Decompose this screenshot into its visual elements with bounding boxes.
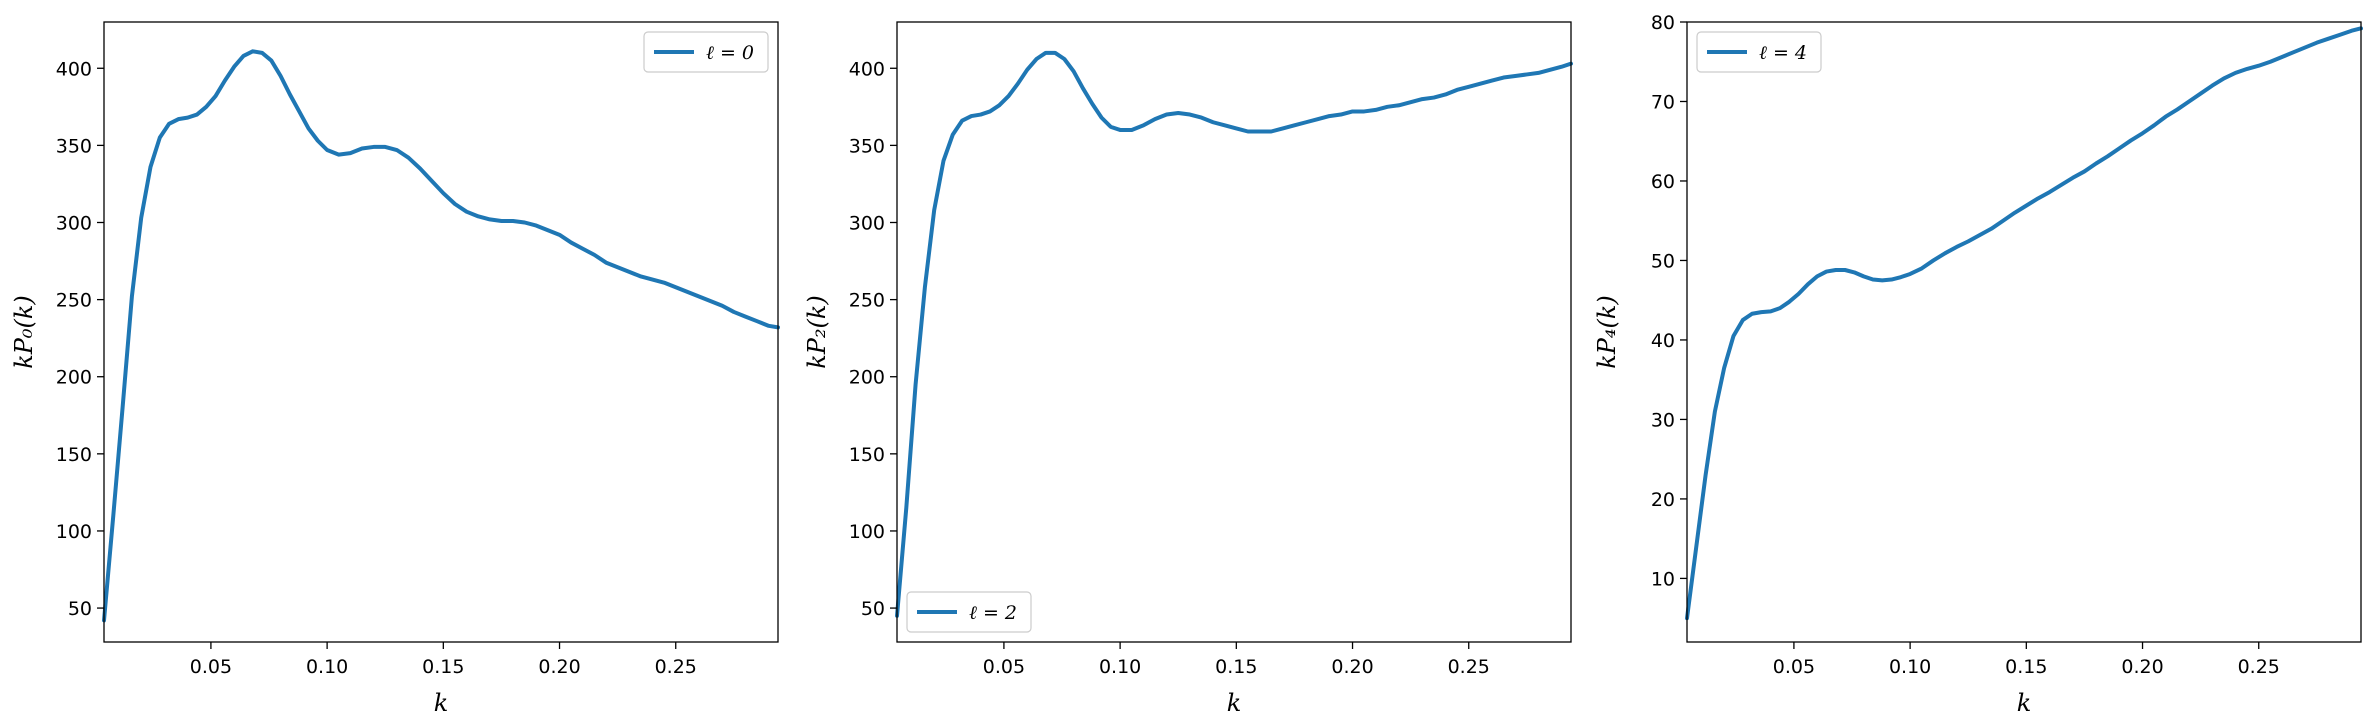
x-tick-label: 0.15 xyxy=(2005,656,2047,678)
y-axis-label: kP₄(k) xyxy=(1593,295,1621,369)
legend-box xyxy=(1696,31,1822,73)
y-tick-label: 400 xyxy=(56,58,92,80)
y-tick-label: 70 xyxy=(1651,91,1675,113)
chart-panel-1: 0.05 0.10 0.15 0.20 0.25 50 100 150 200 250 300 350… xyxy=(803,21,1573,717)
series-line-1-0 xyxy=(895,50,1573,618)
plot-frame xyxy=(103,21,779,643)
plot-frame xyxy=(1686,21,2362,643)
legend-entry: ℓ = 0 xyxy=(706,42,754,64)
x-tick-label: 0.25 xyxy=(1448,656,1490,678)
x-tick-label: 0.15 xyxy=(1215,656,1257,678)
x-tick-label: 0.15 xyxy=(422,656,464,678)
y-tick-label: 150 xyxy=(849,444,885,466)
plot-frame xyxy=(896,21,1572,643)
x-tick-label: 0.25 xyxy=(2238,656,2280,678)
y-tick-label: 350 xyxy=(56,135,92,157)
legend-box xyxy=(643,31,769,73)
y-tick-label: 50 xyxy=(1651,250,1675,272)
series-line-0-0 xyxy=(102,49,780,623)
x-tick-label: 0.25 xyxy=(655,656,697,678)
y-tick-label: 350 xyxy=(849,135,885,157)
y-tick-label: 100 xyxy=(56,521,92,543)
y-tick-label: 80 xyxy=(1651,12,1675,34)
y-tick-label: 400 xyxy=(849,58,885,80)
legend-box xyxy=(906,591,1032,633)
legend-entry: ℓ = 2 xyxy=(969,602,1017,624)
x-tick-label: 0.10 xyxy=(1889,656,1931,678)
y-tick-label: 100 xyxy=(849,521,885,543)
x-tick-label: 0.10 xyxy=(1099,656,1141,678)
y-tick-label: 10 xyxy=(1651,568,1675,590)
chart-panel-2: 0.05 0.10 0.15 0.20 0.25 10 20 30 40 50 60 70 80 k kP₄… xyxy=(1593,12,2363,717)
legend-entry: ℓ = 4 xyxy=(1759,42,1807,64)
y-axis-label: kP₂(k) xyxy=(803,295,831,369)
series-line-2-0 xyxy=(1685,26,2363,621)
x-tick-label: 0.20 xyxy=(538,656,580,678)
x-tick-label: 0.05 xyxy=(983,656,1025,678)
y-tick-label: 30 xyxy=(1651,409,1675,431)
x-tick-label: 0.20 xyxy=(2121,656,2163,678)
y-tick-label: 50 xyxy=(68,598,92,620)
x-tick-label: 0.10 xyxy=(306,656,348,678)
legend: ℓ = 4 xyxy=(1696,31,1822,73)
y-tick-label: 60 xyxy=(1651,171,1675,193)
y-tick-label: 300 xyxy=(56,212,92,234)
y-tick-label: 250 xyxy=(56,290,92,312)
legend: ℓ = 2 xyxy=(906,591,1032,633)
x-axis-label: k xyxy=(434,689,449,717)
x-tick-label: 0.05 xyxy=(190,656,232,678)
y-tick-label: 20 xyxy=(1651,489,1675,511)
y-axis-label: kP₀(k) xyxy=(10,295,38,369)
x-axis-label: k xyxy=(1227,689,1242,717)
x-tick-label: 0.05 xyxy=(1773,656,1815,678)
y-tick-label: 150 xyxy=(56,444,92,466)
y-tick-label: 50 xyxy=(861,598,885,620)
x-tick-label: 0.20 xyxy=(1331,656,1373,678)
y-tick-label: 200 xyxy=(56,367,92,389)
y-tick-label: 40 xyxy=(1651,330,1675,352)
legend: ℓ = 0 xyxy=(643,31,769,73)
y-tick-label: 300 xyxy=(849,212,885,234)
y-tick-label: 200 xyxy=(849,367,885,389)
x-axis-label: k xyxy=(2017,689,2032,717)
y-tick-label: 250 xyxy=(849,290,885,312)
chart-panel-0: 0.05 0.10 0.15 0.20 0.25 50 100 150 200 250 300 350… xyxy=(10,21,780,717)
